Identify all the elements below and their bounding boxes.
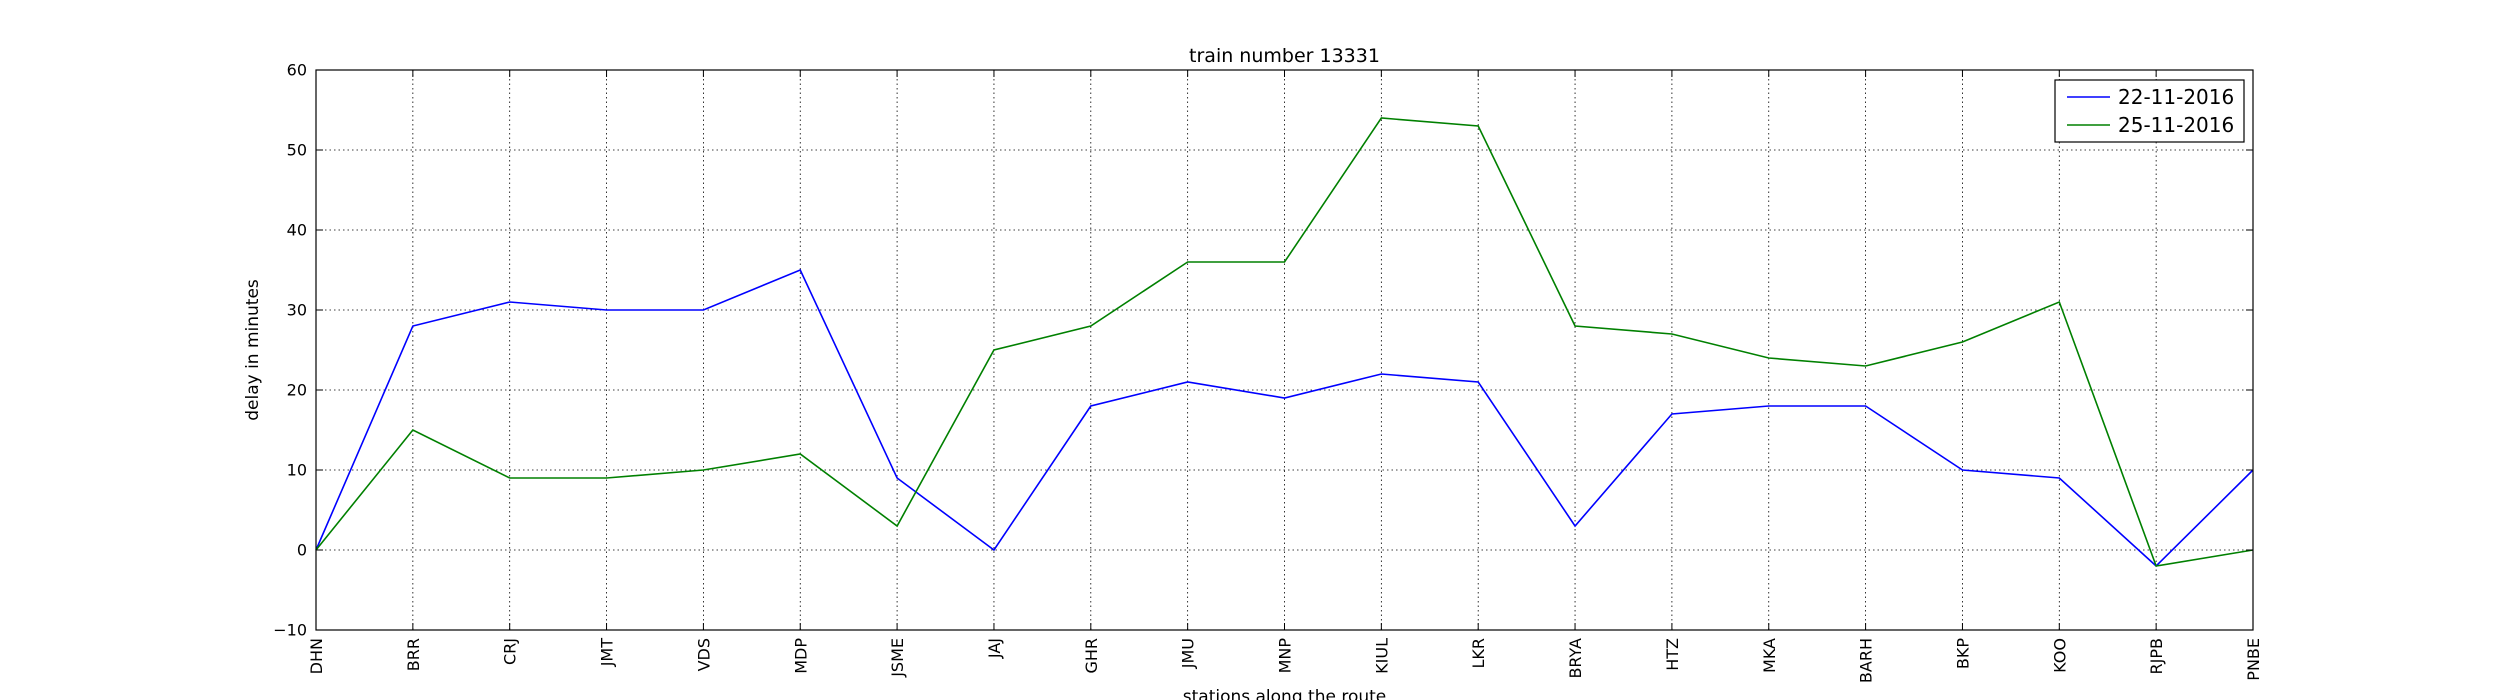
x-tick-label: VDS [694,638,713,671]
x-tick-label: BARH [1857,638,1876,683]
x-tick-label: LKR [1469,638,1488,669]
y-tick-label: 20 [287,381,307,400]
ticks: −10 0 10 20 30 40 50 60 DHN BRR CRJ JMT VDS MDP JSME JA… [273,61,2263,684]
x-tick-label: MNP [1276,638,1295,674]
x-axis-title: stations along the route [1183,687,1387,700]
y-axis-title: delay in minutes [243,279,263,421]
x-tick-label: JMT [598,638,617,668]
legend: 22-11-2016 25-11-2016 [2054,79,2245,143]
series-line [315,268,2254,568]
y-tick-label: 50 [287,141,307,160]
y-tick-label: 0 [297,541,307,560]
series-lines [315,117,2254,568]
chart-title: train number 13331 [1189,45,1380,67]
x-tick-label: PNBE [2244,638,2263,681]
grid [316,70,2253,630]
y-tick-label: 40 [287,221,307,240]
x-tick-label: JSME [888,638,907,678]
x-tick-label: MKA [1760,638,1779,673]
x-tick-label: GHR [1082,638,1101,674]
y-tick-label: 60 [287,61,307,80]
y-tick-label: −10 [273,621,307,640]
x-tick-label: KOO [2050,638,2069,673]
legend-box [2054,79,2245,143]
series-line [315,117,2254,567]
x-tick-label: JAJ [985,638,1004,659]
x-tick-label: DHN [307,638,326,674]
x-tick-label: BRYA [1566,638,1585,679]
x-tick-label: MDP [791,638,810,674]
x-tick-label: HTZ [1663,638,1682,671]
y-tick-label: 30 [287,301,307,320]
x-tick-label: BRR [404,638,423,671]
y-tick-label: 10 [287,461,307,480]
legend-label: 25-11-2016 [2118,113,2234,137]
x-tick-label: CRJ [501,638,520,665]
legend-label: 22-11-2016 [2118,85,2234,109]
x-tick-label: BKP [1953,638,1972,669]
x-tick-label: KIUL [1372,638,1391,674]
x-tick-label: RJPB [2147,638,2166,674]
x-tick-label: JMU [1179,638,1198,669]
